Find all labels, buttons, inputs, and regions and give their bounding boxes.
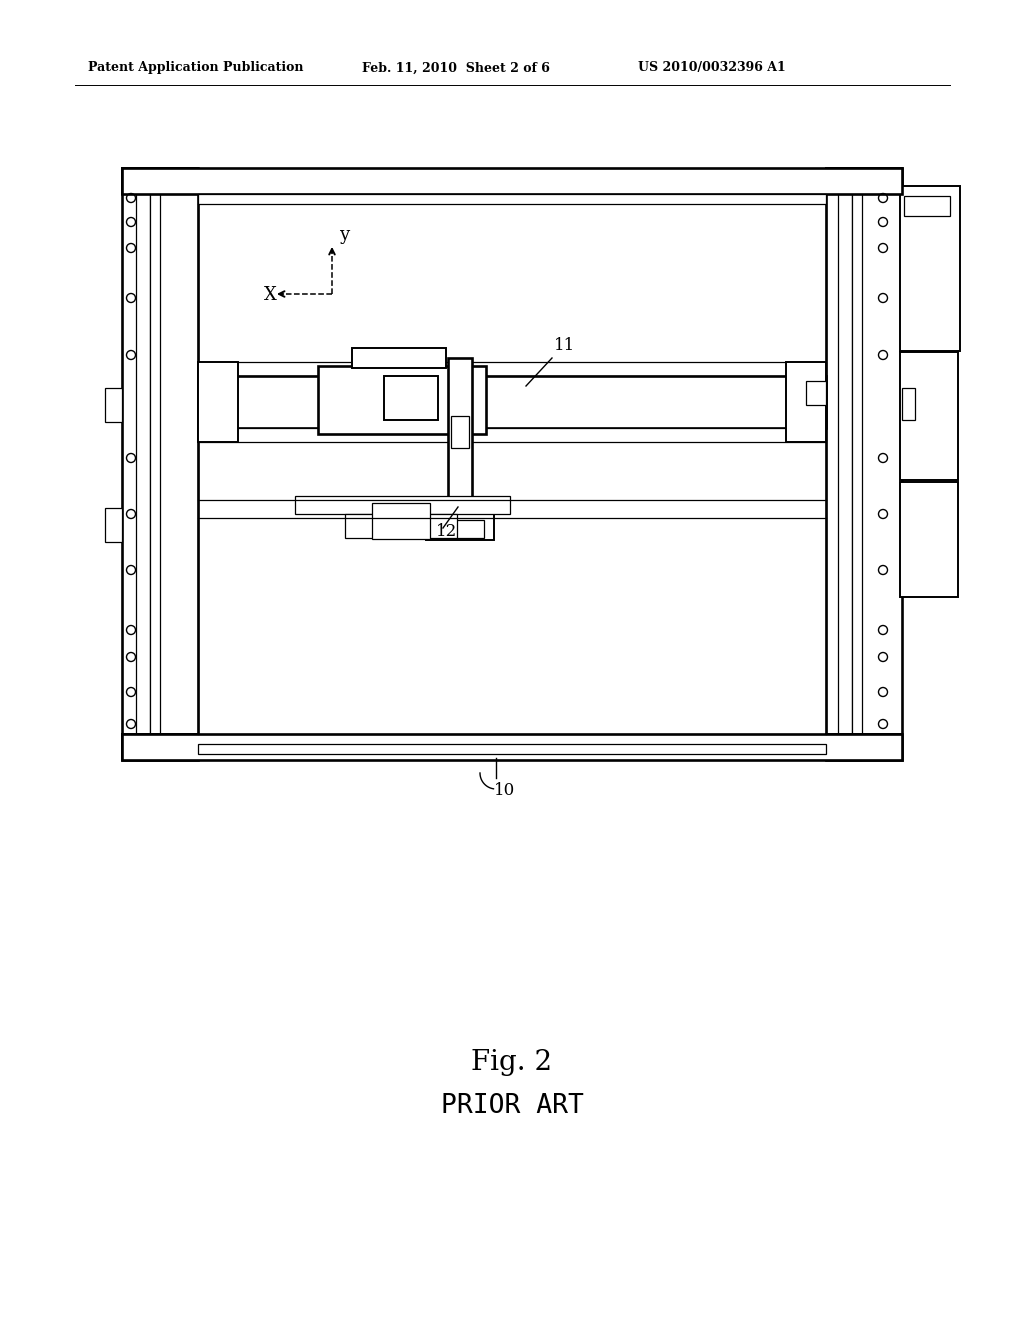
Bar	[900, 482, 958, 597]
Bar	[352, 348, 446, 368]
Bar	[838, 168, 852, 760]
Bar	[826, 734, 902, 760]
Bar	[198, 744, 826, 754]
Bar	[900, 352, 958, 480]
Bar	[451, 416, 469, 447]
Bar	[904, 195, 950, 216]
Bar	[122, 168, 198, 194]
Bar	[198, 428, 826, 442]
Bar	[902, 388, 915, 420]
Bar	[198, 362, 238, 442]
Bar	[372, 503, 430, 539]
Bar	[105, 508, 122, 543]
Bar	[436, 520, 484, 539]
Bar	[318, 366, 486, 434]
Text: X: X	[264, 286, 276, 304]
Text: 12: 12	[436, 523, 458, 540]
Bar	[826, 168, 902, 194]
Bar	[198, 362, 826, 376]
Bar	[136, 168, 150, 760]
Text: Fig. 2: Fig. 2	[471, 1048, 553, 1076]
Bar	[105, 388, 122, 422]
Bar	[384, 376, 438, 420]
Bar	[806, 381, 826, 405]
Text: Feb. 11, 2010  Sheet 2 of 6: Feb. 11, 2010 Sheet 2 of 6	[362, 62, 550, 74]
Bar	[900, 186, 961, 351]
Bar	[345, 513, 457, 539]
Bar	[786, 362, 826, 442]
Text: y: y	[339, 226, 349, 244]
Bar	[122, 168, 902, 194]
Bar	[426, 506, 494, 540]
Bar	[198, 194, 826, 205]
Bar	[122, 168, 198, 760]
Bar	[150, 168, 160, 760]
Bar	[122, 734, 902, 760]
Bar	[449, 358, 472, 539]
Text: US 2010/0032396 A1: US 2010/0032396 A1	[638, 62, 785, 74]
Bar	[198, 376, 826, 428]
Bar	[852, 168, 862, 760]
Text: 10: 10	[494, 781, 515, 799]
Text: Patent Application Publication: Patent Application Publication	[88, 62, 303, 74]
Text: 11: 11	[554, 337, 575, 354]
Bar	[826, 168, 902, 760]
Text: PRIOR ART: PRIOR ART	[440, 1093, 584, 1119]
Bar	[295, 496, 510, 513]
Bar	[122, 734, 198, 760]
